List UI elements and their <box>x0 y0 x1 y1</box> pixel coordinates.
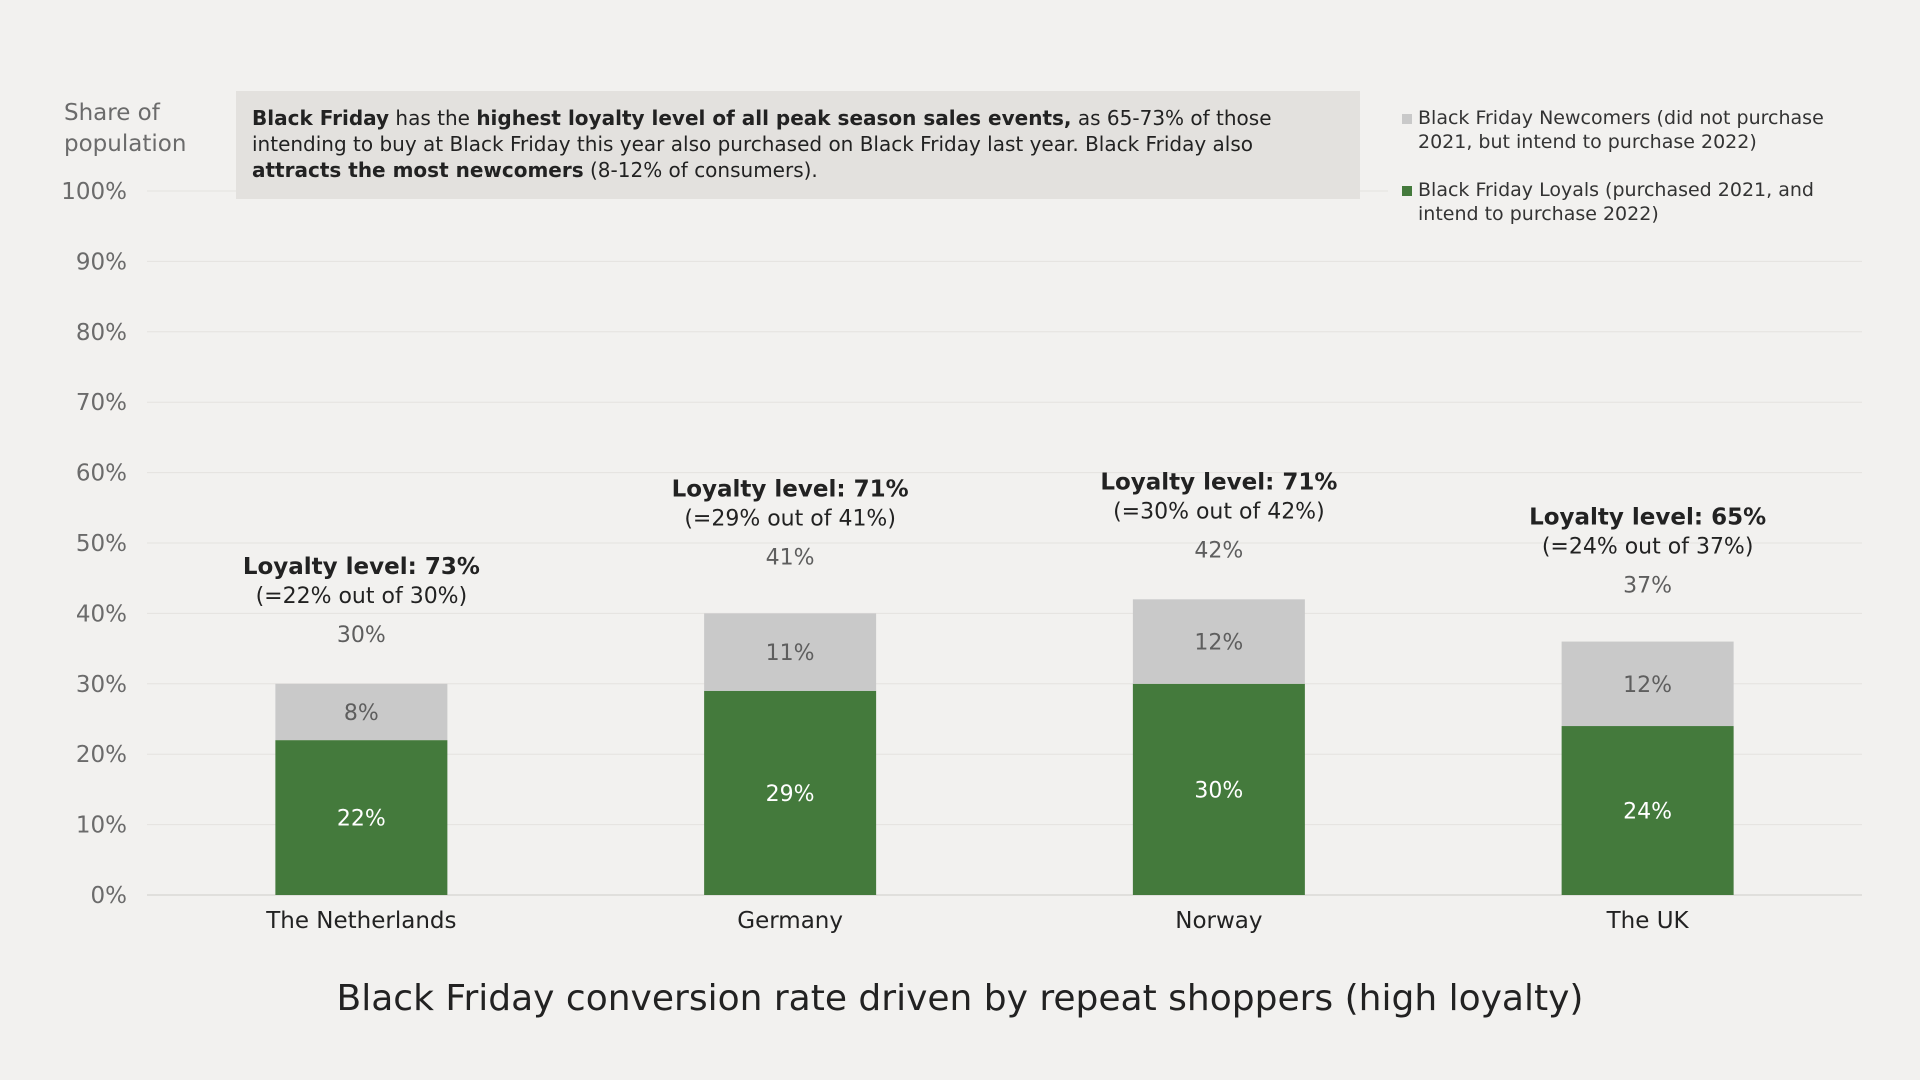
bar-segment-loyals <box>704 690 877 895</box>
loyalty-annotation-detail: (=30% out of 42%) <box>1113 499 1325 524</box>
y-axis-label: Share of population <box>64 98 186 160</box>
y-tick-label: 20% <box>76 742 127 768</box>
y-tick-label: 50% <box>76 531 127 557</box>
y-tick-label: 70% <box>76 390 127 416</box>
x-axis-ticks: The Netherlands Germany Norway The UK <box>265 908 1689 934</box>
bar-segment-newcomers <box>1132 599 1305 684</box>
loyalty-annotations: Loyalty level: 73% (=22% out of 30%) Loyal… <box>243 469 1766 608</box>
data-label-loyals: 24% <box>1623 800 1672 825</box>
y-tick-label: 40% <box>76 601 127 627</box>
legend-label-newcomers: Black Friday Newcomers (did not purchase… <box>1418 107 1824 153</box>
total-label: 37% <box>1623 574 1672 599</box>
y-axis-ticks: 0% 10% 20% 30% 40% 50% 60% 70% 80% 90% 100% <box>61 179 127 909</box>
callout-text-1: Black Friday <box>252 106 390 130</box>
y-tick-label: 90% <box>76 249 127 275</box>
callout-text-4: as 65-73% of those intending to buy at B… <box>252 106 1272 156</box>
x-tick-label: Germany <box>737 908 843 934</box>
x-tick-label: The Netherlands <box>265 908 456 934</box>
y-tick-label: 100% <box>61 179 127 205</box>
y-tick-label: 80% <box>76 320 127 346</box>
bar-segment-newcomers <box>704 613 877 691</box>
loyalty-annotation-title: Loyalty level: 65% <box>1529 505 1766 531</box>
bar-segment-loyals <box>1561 726 1734 895</box>
data-label-newcomers: 12% <box>1194 631 1243 656</box>
y-axis-label-line-1: Share of <box>64 100 160 126</box>
data-label-newcomers: 8% <box>344 701 379 726</box>
x-tick-label: The UK <box>1606 908 1690 934</box>
y-axis-label-line-2: population <box>64 131 187 157</box>
total-label: 41% <box>766 545 815 570</box>
data-label-loyals: 22% <box>337 807 386 832</box>
loyalty-annotation-title: Loyalty level: 71% <box>1100 469 1337 495</box>
data-label-newcomers: 11% <box>766 641 815 666</box>
bar-segment-loyals <box>275 740 448 895</box>
loyalty-annotation-title: Loyalty level: 71% <box>672 476 909 502</box>
y-tick-label: 60% <box>76 461 127 487</box>
y-tick-label: 10% <box>76 813 127 839</box>
legend-swatch-newcomers <box>1402 114 1412 124</box>
legend-label-loyals: Black Friday Loyals (purchased 2021, and… <box>1418 179 1814 225</box>
y-tick-label: 0% <box>91 883 128 909</box>
loyalty-annotation-detail: (=29% out of 41%) <box>684 506 896 531</box>
callout-text-6: (8-12% of consumers). <box>583 158 818 182</box>
bar-labels: 22% 8% 30% 29% 11% 41% 30% 12% 42% 24% 12% 37% <box>337 538 1672 831</box>
total-label: 30% <box>337 623 386 648</box>
bars <box>275 599 1734 895</box>
data-label-loyals: 30% <box>1194 778 1243 803</box>
legend-swatch-loyals <box>1402 186 1412 196</box>
bar-segment-loyals <box>1132 683 1305 895</box>
callout-text-2: has the <box>389 106 477 130</box>
chart-title: Black Friday conversion rate driven by r… <box>336 978 1584 1019</box>
loyalty-annotation-detail: (=22% out of 30%) <box>256 584 468 609</box>
insight-callout: Black Friday has the highest loyalty lev… <box>236 91 1360 199</box>
data-label-loyals: 29% <box>766 782 815 807</box>
loyalty-annotation-detail: (=24% out of 37%) <box>1542 535 1754 560</box>
legend-item-loyals: Black Friday Loyals (purchased 2021, and… <box>1402 178 1860 226</box>
y-tick-label: 30% <box>76 672 127 698</box>
callout-text-3: highest loyalty level of all peak season… <box>476 106 1072 130</box>
bar-segment-newcomers <box>1561 641 1734 727</box>
callout-text-5: attracts the most newcomers <box>252 158 584 182</box>
bar-segment-newcomers <box>275 683 448 741</box>
x-tick-label: Norway <box>1175 908 1262 934</box>
data-label-newcomers: 12% <box>1623 673 1672 698</box>
chart-legend: Black Friday Newcomers (did not purchase… <box>1388 106 1868 238</box>
loyalty-annotation-title: Loyalty level: 73% <box>243 554 480 580</box>
legend-item-newcomers: Black Friday Newcomers (did not purchase… <box>1402 106 1860 154</box>
total-label: 42% <box>1194 538 1243 563</box>
